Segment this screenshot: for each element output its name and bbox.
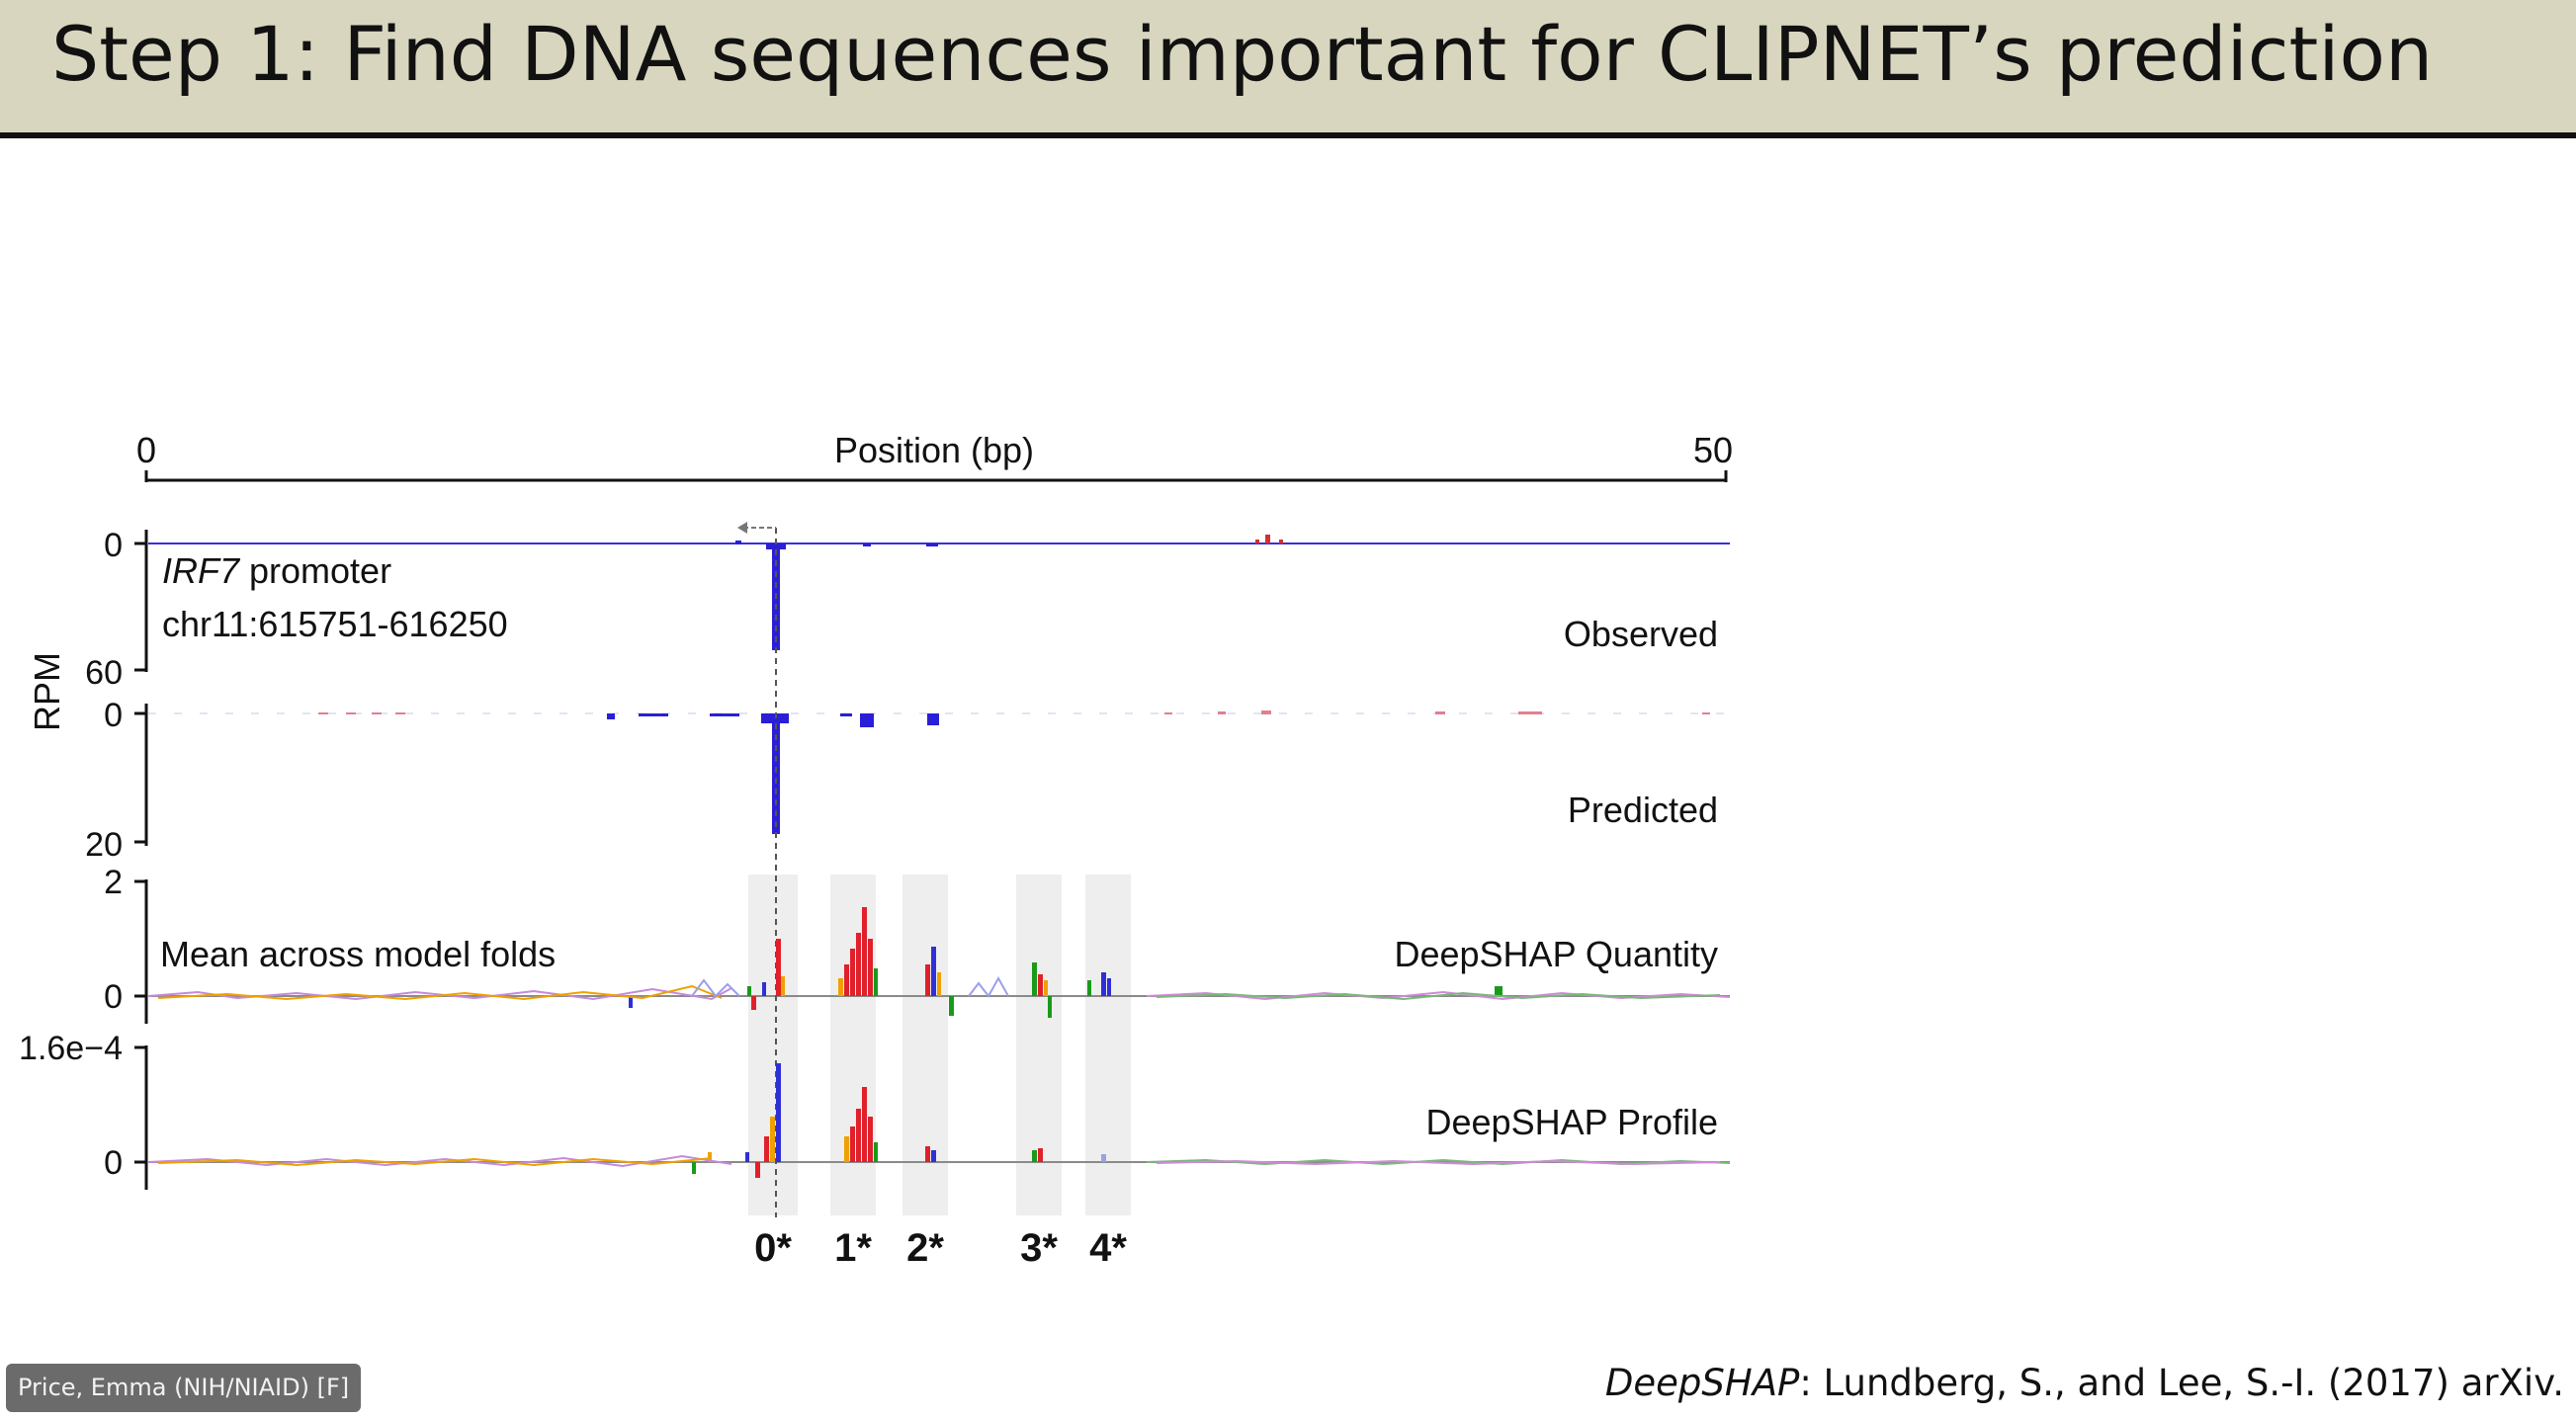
- observed-tick-top: 0: [104, 527, 123, 564]
- quantity-noise: [147, 975, 1731, 1001]
- motif-shade-1: [830, 875, 876, 1215]
- locus-coordinates: chr11:615751-616250: [162, 604, 508, 644]
- motif-shade-group: [748, 875, 1131, 1215]
- locus-gene-name: IRF7: [162, 550, 241, 591]
- predicted-minor-peaks: [318, 710, 1710, 714]
- x-axis-start-label: 0: [136, 430, 156, 470]
- tss-arrow-head: [737, 522, 747, 534]
- fold-note: Mean across model folds: [160, 934, 556, 974]
- motif-shade-2: [902, 875, 948, 1215]
- predicted-tick-bottom: 20: [85, 826, 123, 864]
- track-label-deepshap-profile: DeepSHAP Profile: [1426, 1102, 1719, 1142]
- profile-tick-bottom: 0: [104, 1144, 123, 1182]
- citation-text: : Lundberg, S., and Lee, S.-I. (2017) ar…: [1799, 1362, 2564, 1404]
- track-label-observed: Observed: [1564, 614, 1718, 654]
- observed-tick-bottom: 60: [85, 654, 123, 692]
- quantity-logo-bars: [629, 907, 1503, 1018]
- profile-logo-bars: [692, 1063, 1106, 1178]
- x-axis-end-label: 50: [1693, 430, 1733, 470]
- motif-shade-3: [1016, 875, 1062, 1215]
- track-label-deepshap-quantity: DeepSHAP Quantity: [1394, 934, 1718, 974]
- motif-shade-4: [1085, 875, 1131, 1215]
- motif-label-4: 4*: [1089, 1226, 1127, 1270]
- slide-title: Step 1: Find DNA sequences important for…: [51, 10, 2434, 98]
- profile-tick-top: 1.6e−4: [19, 1030, 123, 1067]
- predicted-signal: [607, 713, 939, 834]
- motif-label-2: 2*: [906, 1226, 944, 1270]
- track-label-predicted: Predicted: [1568, 790, 1718, 830]
- citation: DeepSHAP: Lundberg, S., and Lee, S.-I. (…: [1605, 1362, 2564, 1404]
- locus-gene-label: IRF7 promoter: [162, 550, 391, 591]
- locus-gene-suffix: promoter: [239, 550, 391, 591]
- observed-minor-peaks: [1255, 535, 1283, 543]
- presenter-name-tag: Price, Emma (NIH/NIAID) [F]: [6, 1364, 362, 1412]
- motif-label-1: 1*: [834, 1226, 872, 1270]
- citation-work: DeepSHAP: [1604, 1362, 1800, 1404]
- slide-title-bar: Step 1: Find DNA sequences important for…: [0, 0, 2576, 138]
- profile-noise: [147, 1154, 1731, 1168]
- quantity-tick-top: 2: [104, 864, 123, 901]
- motif-label-0: 0*: [754, 1226, 792, 1270]
- predicted-tick-top: 0: [104, 697, 123, 734]
- observed-signal: [735, 541, 938, 650]
- quantity-tick-bottom: 0: [104, 978, 123, 1016]
- motif-label-3: 3*: [1020, 1226, 1058, 1270]
- x-axis-title: Position (bp): [834, 430, 1034, 470]
- track-axes: [134, 530, 148, 1190]
- y-axis-rpm-label: RPM: [27, 652, 67, 731]
